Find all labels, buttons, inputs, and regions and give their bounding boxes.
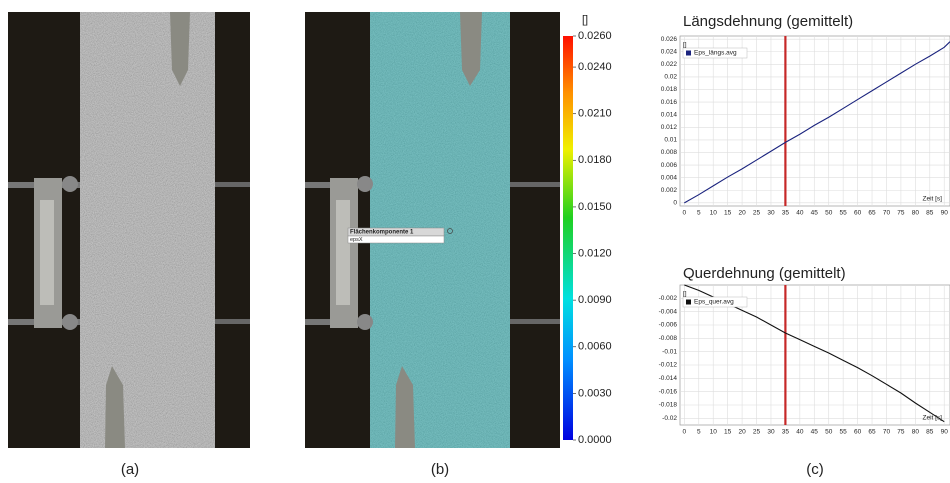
x-tick-label: 50 <box>825 429 833 436</box>
colorbar-tick-label: 0.0060 <box>578 341 612 353</box>
chart-title: Querdehnung (gemittelt) <box>683 265 846 282</box>
x-tick-label: 5 <box>697 210 701 217</box>
plot-area <box>679 35 950 207</box>
y-tick-label: -0.01 <box>662 348 677 355</box>
x-tick-label: 5 <box>697 429 701 436</box>
x-tick-label: 80 <box>912 429 920 436</box>
colorbar-tick-label: 0.0210 <box>578 108 612 120</box>
y-tick-label: 0.012 <box>661 124 678 131</box>
x-tick-label: 20 <box>738 210 746 217</box>
x-tick-label: 90 <box>941 210 949 217</box>
x-tick-label: 55 <box>840 210 848 217</box>
x-tick-label: 35 <box>782 429 790 436</box>
x-tick-label: 50 <box>825 210 833 217</box>
x-tick-label: 40 <box>796 210 804 217</box>
x-tick-label: 80 <box>912 210 920 217</box>
x-tick-label: 10 <box>710 210 718 217</box>
y-tick-label: 0.026 <box>661 36 678 43</box>
x-axis-label: Zeit [s] <box>922 415 942 422</box>
x-tick-label: 0 <box>683 210 687 217</box>
x-tick-label: 75 <box>897 429 905 436</box>
colorbar-tick-label: 0.0000 <box>578 434 612 446</box>
y-tick-label: 0.02 <box>664 74 677 81</box>
y-tick-label: 0.01 <box>664 137 677 144</box>
legend-swatch <box>686 50 691 56</box>
legend-box <box>682 296 748 308</box>
colorbar-tick-label: 0.0260 <box>578 30 612 42</box>
colorbar-tick-label: 0.0030 <box>578 387 612 399</box>
legend-box <box>682 47 748 59</box>
x-tick-label: 55 <box>840 429 848 436</box>
colorbar-tick-label: 0.0240 <box>578 61 612 73</box>
y-tick-label: 0.014 <box>661 111 678 118</box>
colorbar-tick-label: 0.0150 <box>578 201 612 213</box>
y-tick-label: 0.006 <box>661 162 678 169</box>
x-tick-label: 60 <box>854 210 862 217</box>
plot-area <box>679 284 950 426</box>
panel-label: (b) <box>431 461 449 478</box>
colorbar-unit: [] <box>582 14 588 26</box>
legend-label: Eps_längs.avg <box>694 50 737 57</box>
x-tick-label: 85 <box>926 429 934 436</box>
y-tick-label: -0.004 <box>659 308 678 315</box>
x-tick-label: 45 <box>811 429 819 436</box>
colorbar <box>563 36 573 440</box>
x-tick-label: 15 <box>724 210 732 217</box>
y-tick-label: 0.004 <box>661 174 678 181</box>
panel-label: (c) <box>806 461 824 478</box>
x-tick-label: 60 <box>854 429 862 436</box>
x-axis-label: Zeit [s] <box>922 196 942 203</box>
x-tick-label: 30 <box>767 429 775 436</box>
overlay-row: epsX <box>350 237 363 243</box>
x-tick-label: 40 <box>796 429 804 436</box>
colorbar-tick-label: 0.0120 <box>578 247 612 259</box>
x-tick-label: 70 <box>883 210 891 217</box>
x-tick-label: 70 <box>883 429 891 436</box>
x-tick-label: 35 <box>782 210 790 217</box>
x-tick-label: 25 <box>753 429 761 436</box>
x-tick-label: 75 <box>897 210 905 217</box>
x-tick-label: 25 <box>753 210 761 217</box>
x-tick-label: 85 <box>926 210 934 217</box>
x-tick-label: 15 <box>724 429 732 436</box>
photo-b: Flächenkomponente 1 epsX <box>305 12 560 448</box>
chart-title: Längsdehnung (gemittelt) <box>683 13 853 30</box>
y-tick-label: -0.012 <box>659 362 678 369</box>
x-tick-label: 10 <box>710 429 718 436</box>
y-axis-unit: [] <box>683 42 687 49</box>
colorbar-tick-label: 0.0090 <box>578 294 612 306</box>
y-tick-label: -0.014 <box>659 375 678 382</box>
y-tick-label: -0.006 <box>659 322 678 329</box>
data-line <box>684 41 950 204</box>
legend-label: Eps_quer.avg <box>694 299 734 306</box>
x-tick-label: 0 <box>683 429 687 436</box>
x-tick-label: 65 <box>868 429 876 436</box>
y-tick-label: -0.008 <box>659 335 678 342</box>
panel-label: (a) <box>121 461 139 478</box>
y-tick-label: 0.008 <box>661 149 678 156</box>
y-tick-label: 0.024 <box>661 48 678 55</box>
y-tick-label: -0.002 <box>659 295 678 302</box>
y-tick-label: 0.018 <box>661 86 678 93</box>
y-tick-label: -0.018 <box>659 402 678 409</box>
y-tick-label: 0.002 <box>661 187 678 194</box>
x-tick-label: 30 <box>767 210 775 217</box>
colorbar-tick-label: 0.0180 <box>578 154 612 166</box>
x-tick-label: 20 <box>738 429 746 436</box>
x-tick-label: 45 <box>811 210 819 217</box>
legend-swatch <box>686 299 691 305</box>
y-tick-label: -0.02 <box>662 415 677 422</box>
y-tick-label: -0.016 <box>659 388 678 395</box>
y-tick-label: 0 <box>673 200 677 207</box>
overlay-title: Flächenkomponente 1 <box>350 230 414 236</box>
y-tick-label: 0.016 <box>661 99 678 106</box>
y-tick-label: 0.022 <box>661 61 678 68</box>
x-tick-label: 65 <box>868 210 876 217</box>
y-axis-unit: [] <box>683 291 687 298</box>
photo-a <box>8 12 250 448</box>
x-tick-label: 90 <box>941 429 949 436</box>
